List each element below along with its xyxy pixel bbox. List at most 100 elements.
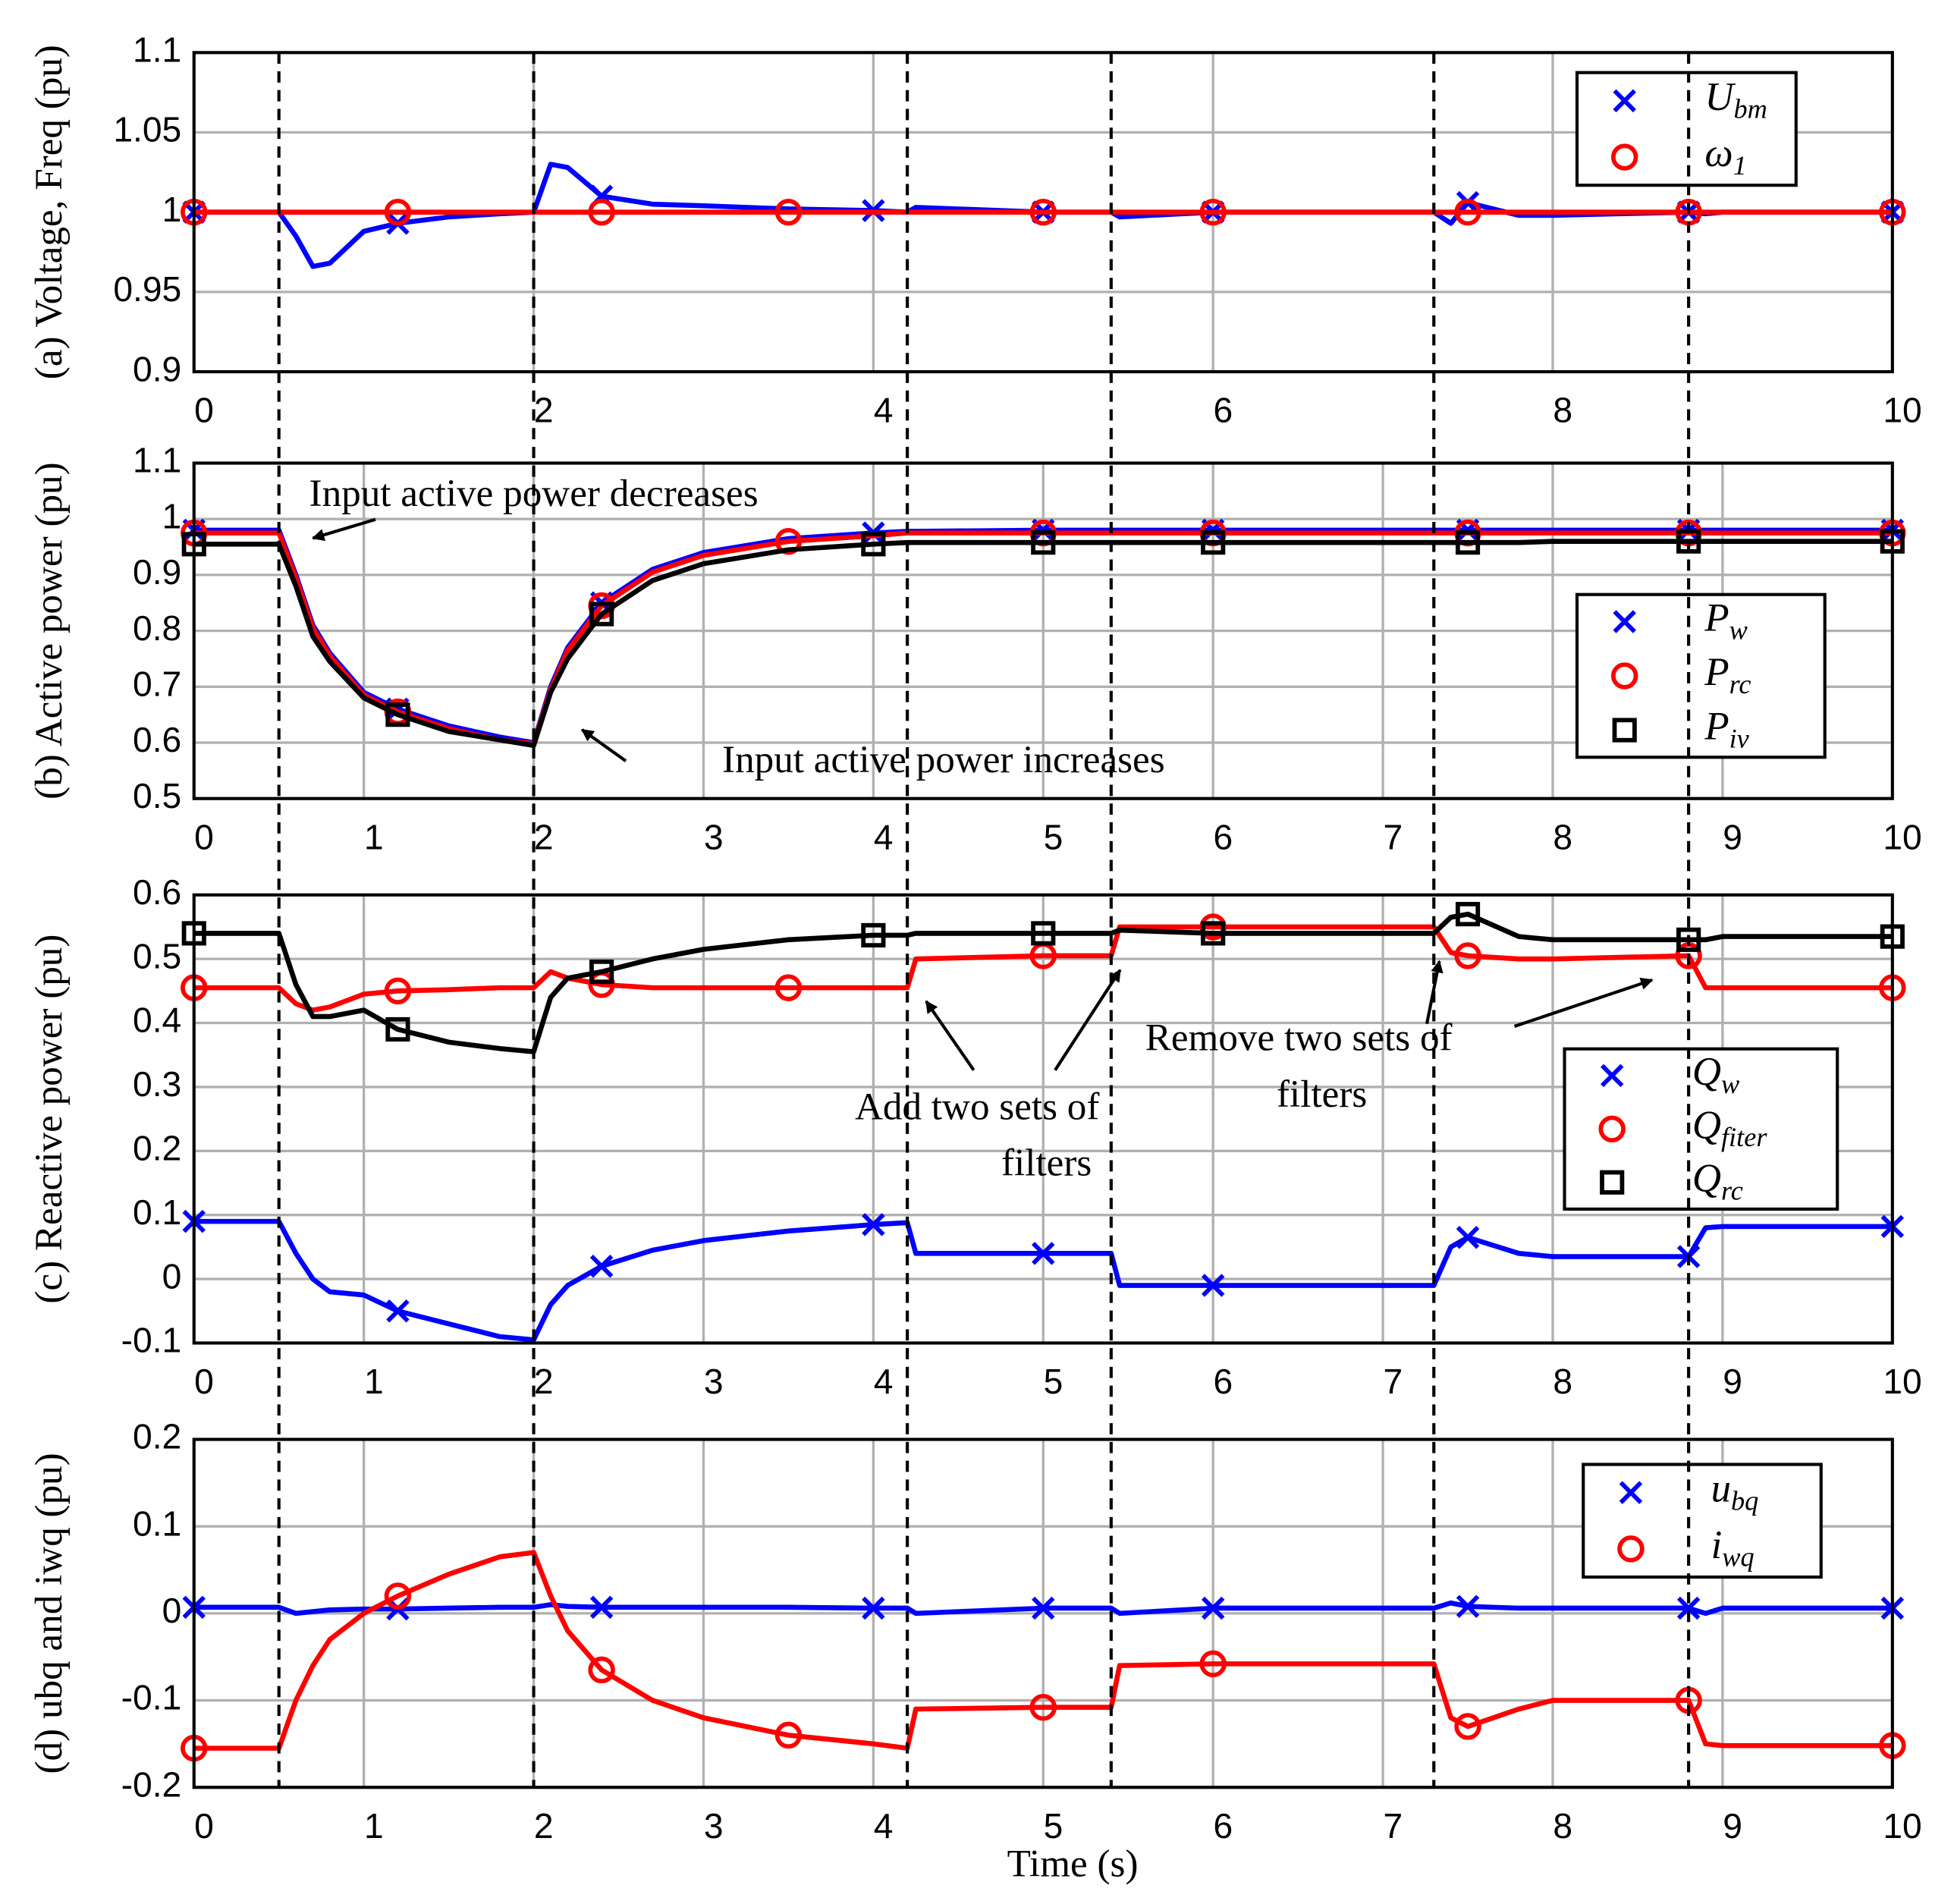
y-tick-label: 0.9 [133, 349, 181, 388]
y-tick-label: 0.7 [133, 665, 181, 704]
x-tick-label: 7 [1383, 817, 1403, 856]
y-tick-label: 0 [162, 1256, 182, 1296]
y-axis-title: (d) ubq and iwq (pu) [27, 1453, 71, 1774]
x-tick-label: 4 [874, 1806, 894, 1846]
legend-label: Qrc [1692, 1157, 1743, 1206]
y-tick-label: 0.5 [133, 936, 181, 976]
marker [1455, 530, 1481, 555]
x-tick-label: 3 [704, 817, 724, 856]
y-tick-label: 0.4 [133, 1001, 181, 1040]
y-axis-title: (b) Active power (pu) [27, 462, 71, 799]
marker [1032, 1242, 1055, 1265]
marker [385, 702, 410, 727]
annotation: Remove two sets of [1145, 1016, 1453, 1060]
x-tick-label: 2 [534, 817, 554, 856]
legend-label: Prc [1704, 650, 1751, 699]
legend-symbol [1598, 1115, 1626, 1143]
y-tick-label: 0 [162, 1591, 182, 1630]
annotation: filters [1001, 1142, 1092, 1185]
x-tick-label: 4 [874, 817, 894, 856]
y-tick-label: 0.6 [133, 720, 181, 759]
x-tick-label: 2 [534, 1362, 554, 1401]
y-tick-label: 0.2 [133, 1417, 181, 1456]
marker [588, 198, 615, 226]
marker [1031, 530, 1056, 555]
x-tick-label: 8 [1553, 1806, 1572, 1846]
x-tick-label: 0 [194, 1362, 214, 1401]
x-tick-label: 8 [1553, 817, 1572, 856]
annotation-arrow [925, 1000, 975, 1071]
marker [386, 1299, 410, 1323]
x-tick-label: 4 [874, 391, 894, 430]
y-tick-label: 0.95 [113, 269, 181, 309]
legend-label: Piv [1704, 705, 1749, 754]
x-tick-label: 2 [534, 391, 554, 430]
series-line [193, 1550, 1893, 1751]
y-tick-label: 0.1 [133, 1192, 181, 1232]
legend-label: ubq [1711, 1467, 1759, 1516]
x-tick-label: 0 [194, 817, 214, 856]
annotation: Input active power increases [722, 738, 1165, 781]
x-tick-label: 3 [704, 1362, 724, 1401]
x-tick-label: 1 [364, 1362, 384, 1401]
y-tick-label: 0.8 [133, 608, 181, 648]
x-tick-label: 4 [874, 1362, 894, 1401]
marker [1676, 1596, 1701, 1620]
marker [589, 602, 614, 627]
y-axis-title: (c) Reactive power (pu) [27, 935, 71, 1304]
legend-label: ω1 [1704, 131, 1746, 181]
y-tick-label: 0.2 [133, 1129, 181, 1168]
legend-label: Pw [1704, 596, 1747, 646]
marker [588, 1656, 615, 1684]
x-tick-label: 5 [1044, 1362, 1063, 1401]
axes-frame [192, 893, 1894, 1345]
y-tick-label: 1.1 [133, 441, 181, 480]
x-tick-label: 6 [1214, 1362, 1233, 1401]
marker [384, 1582, 412, 1610]
x-tick-label: 9 [1723, 1806, 1742, 1846]
legend-box [1575, 592, 1827, 759]
marker [1029, 198, 1057, 226]
marker [1199, 198, 1227, 226]
x-tick-label: 9 [1723, 1362, 1742, 1401]
marker [1201, 1596, 1225, 1620]
x-tick-label: 8 [1553, 1362, 1572, 1401]
y-tick-label: 1.1 [133, 30, 181, 70]
x-tick-label: 6 [1214, 391, 1233, 430]
legend-label: iwq [1711, 1523, 1755, 1573]
annotation-arrow [311, 517, 376, 542]
marker [1031, 921, 1056, 946]
marker [1199, 1650, 1227, 1678]
legend-box [1575, 71, 1798, 187]
legend-symbol [1613, 610, 1636, 633]
y-tick-label: 0.1 [133, 1503, 181, 1543]
marker [1454, 942, 1481, 969]
marker [384, 977, 412, 1005]
marker [385, 1016, 410, 1042]
marker [862, 1596, 885, 1620]
y-tick-label: -0.2 [121, 1764, 182, 1804]
x-tick-label: 6 [1214, 1806, 1233, 1846]
y-tick-label: 0.5 [133, 776, 181, 815]
marker [384, 198, 412, 226]
x-tick-label: 8 [1553, 391, 1572, 430]
y-axis-title: (a) Voltage, Freq (pu) [27, 45, 71, 379]
x-tick-label: 9 [1723, 817, 1742, 856]
marker [1455, 901, 1481, 927]
x-tick-label: 3 [704, 1806, 724, 1846]
series-line [193, 539, 1893, 748]
series-line [193, 911, 1893, 1054]
legend-box [1582, 1463, 1823, 1579]
marker [774, 1721, 803, 1749]
marker [1454, 198, 1481, 226]
x-tick-label: 5 [1044, 817, 1063, 856]
marker [1029, 1693, 1057, 1721]
annotation: filters [1277, 1073, 1367, 1116]
marker [589, 1254, 614, 1278]
marker [1032, 1596, 1055, 1620]
legend-symbol [1600, 1064, 1624, 1088]
legend-symbol [1619, 1481, 1643, 1504]
y-tick-label: 0.6 [133, 872, 181, 912]
y-tick-label: 1 [162, 190, 182, 229]
